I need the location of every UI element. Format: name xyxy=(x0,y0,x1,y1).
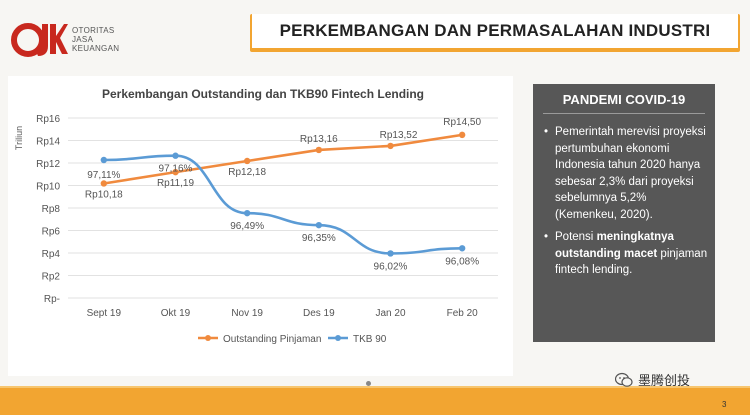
y-axis-label: Triliun xyxy=(14,126,24,150)
watermark-text: 墨腾创投 xyxy=(638,373,691,388)
page-title: PERKEMBANGAN DAN PERMASALAHAN INDUSTRI xyxy=(279,21,711,40)
footer-bar xyxy=(0,388,750,415)
outstanding-data-label: Rp12,18 xyxy=(228,167,266,178)
y-tick-label: Rp16 xyxy=(36,114,60,125)
tkb90-point xyxy=(458,245,466,252)
tkb90-data-label: 96,08% xyxy=(445,256,479,267)
outstanding-point xyxy=(243,157,251,165)
y-tick-label: Rp12 xyxy=(36,159,60,170)
tkb90-data-label: 96,02% xyxy=(374,261,408,272)
outstanding-data-label: Rp13,52 xyxy=(380,130,418,141)
slide-indicator-dot[interactable] xyxy=(366,381,371,386)
slide-header: OTORITAS JASA KEUANGAN PERKEMBANGAN DAN … xyxy=(0,0,750,75)
y-tick-label: Rp8 xyxy=(42,204,61,215)
org-name: OTORITAS JASA KEUANGAN xyxy=(72,26,119,53)
bullet-emphasis: meningkatnya outstanding macet xyxy=(555,231,674,260)
tkb90-point xyxy=(243,209,251,217)
panel-divider xyxy=(543,113,705,114)
outstanding-data-label: Rp11,19 xyxy=(157,178,195,189)
covid-info-panel: PANDEMI COVID-19 Pemerintah merevisi pro… xyxy=(533,84,715,342)
bullet-item-2: Potensi meningkatnya outstanding macet p… xyxy=(543,229,709,279)
legend-label-tkb90: TKB 90 xyxy=(353,334,387,345)
y-tick-label: Rp14 xyxy=(36,137,60,148)
tkb90-data-label: 96,49% xyxy=(230,221,264,232)
y-tick-label: Rp10 xyxy=(36,182,60,193)
x-tick-label: Sept 19 xyxy=(87,308,122,319)
org-line-3: KEUANGAN xyxy=(72,44,120,53)
org-line-1: OTORITAS xyxy=(72,26,115,35)
x-tick-label: Feb 20 xyxy=(447,308,479,319)
line-chart: Perkembangan Outstanding dan TKB90 Finte… xyxy=(14,87,498,345)
outstanding-point xyxy=(100,180,108,187)
bullet-list: Pemerintah merevisi proyeksi pertumbuhan… xyxy=(543,124,709,285)
x-tick-label: Okt 19 xyxy=(161,308,191,319)
tkb90-point xyxy=(100,156,108,164)
y-tick-label: Rp4 xyxy=(42,249,61,260)
ojk-logo xyxy=(11,23,68,57)
panel-title: PANDEMI COVID-19 xyxy=(562,92,686,107)
chart-panel: Perkembangan Outstanding dan TKB90 Finte… xyxy=(8,76,513,376)
x-tick-label: Des 19 xyxy=(303,308,335,319)
series-outstanding-line xyxy=(103,133,463,185)
outstanding-data-label: Rp13,16 xyxy=(300,134,338,145)
bullet-item-1: Pemerintah merevisi proyeksi pertumbuhan… xyxy=(543,124,709,223)
outstanding-point xyxy=(387,142,394,150)
y-tick-label: Rp2 xyxy=(42,272,61,283)
chart-title: Perkembangan Outstanding dan TKB90 Finte… xyxy=(102,87,424,101)
x-tick-label: Jan 20 xyxy=(375,308,405,319)
title-banner: PERKEMBANGAN DAN PERMASALAHAN INDUSTRI xyxy=(250,14,740,52)
legend-label-outstanding: Outstanding Pinjaman xyxy=(223,334,321,345)
outstanding-point xyxy=(315,146,323,154)
outstanding-point xyxy=(458,131,466,139)
legend-marker-tkb90 xyxy=(335,335,341,341)
tkb90-data-label: 96,35% xyxy=(302,233,336,244)
watermark: 墨腾创投 xyxy=(615,370,690,389)
page-number: 3 xyxy=(722,400,727,409)
x-tick-label: Nov 19 xyxy=(231,308,263,319)
outstanding-data-label: Rp14,50 xyxy=(443,117,481,128)
org-line-2: JASA xyxy=(72,35,94,44)
tkb90-data-label: 97,16% xyxy=(159,164,193,175)
tkb90-data-label: 97,11% xyxy=(87,170,120,181)
y-tick-label: Rp6 xyxy=(42,227,61,238)
outstanding-data-label: Rp10,18 xyxy=(85,189,123,200)
tkb90-point xyxy=(172,152,179,159)
wechat-icon xyxy=(615,372,633,387)
y-tick-label: Rp- xyxy=(44,294,60,305)
tkb90-point xyxy=(315,221,323,229)
outstanding-point xyxy=(172,168,179,176)
tkb90-point xyxy=(387,250,394,257)
legend-marker-outstanding xyxy=(205,335,211,341)
